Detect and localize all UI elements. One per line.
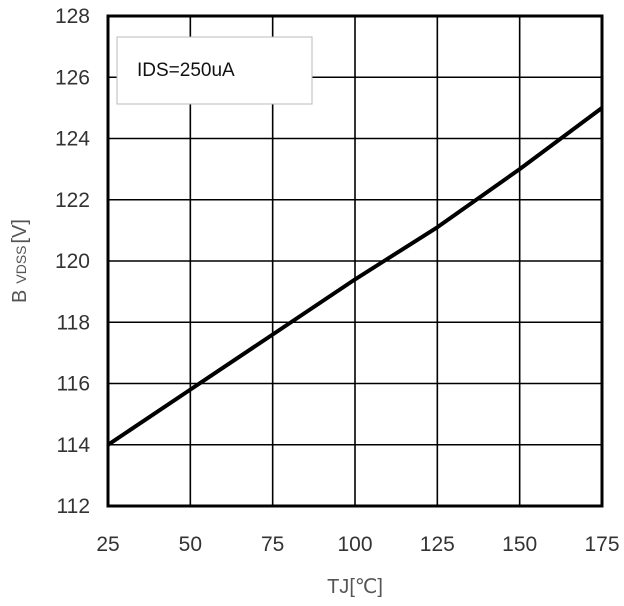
y-tick-label: 122	[55, 189, 90, 212]
x-tick-label: 150	[502, 533, 537, 556]
y-tick-label: 120	[55, 250, 90, 273]
y-tick-label: 124	[55, 128, 90, 151]
x-tick-label: 175	[584, 533, 619, 556]
y-tick-label: 128	[55, 5, 90, 28]
series-line	[106, 106, 604, 447]
y-tick-label: 114	[57, 434, 91, 457]
annotation-box: IDS=250uA	[116, 36, 313, 105]
y-axis-title: B VDSS [V]	[9, 219, 31, 303]
y-tick-labels: 112 114 116 118 120 122 124 126 128	[55, 5, 90, 518]
x-axis-title: TJ[℃]	[327, 576, 383, 598]
x-tick-labels: 25 50 75 100 125 150 175	[96, 533, 619, 556]
annotation-text: IDS=250uA	[137, 60, 235, 81]
y-axis-title-main: B	[9, 290, 31, 303]
y-tick-label: 118	[57, 311, 90, 334]
x-axis-title-unit: [℃]	[349, 576, 383, 598]
series-group	[106, 106, 604, 447]
x-tick-label: 50	[179, 533, 202, 556]
x-tick-label: 75	[261, 533, 284, 556]
x-tick-label: 100	[337, 533, 372, 556]
y-axis-title-unit: [V]	[9, 219, 31, 243]
x-axis-title-main: TJ	[327, 576, 349, 598]
y-tick-label: 116	[57, 373, 90, 396]
plot-frame	[106, 14, 604, 508]
x-tick-label: 125	[420, 533, 455, 556]
annotation-frame	[116, 36, 313, 105]
x-tick-label: 25	[96, 533, 119, 556]
y-tick-label: 126	[55, 66, 90, 89]
y-tick-label: 112	[57, 495, 90, 518]
y-axis-title-sub: VDSS	[13, 245, 29, 283]
